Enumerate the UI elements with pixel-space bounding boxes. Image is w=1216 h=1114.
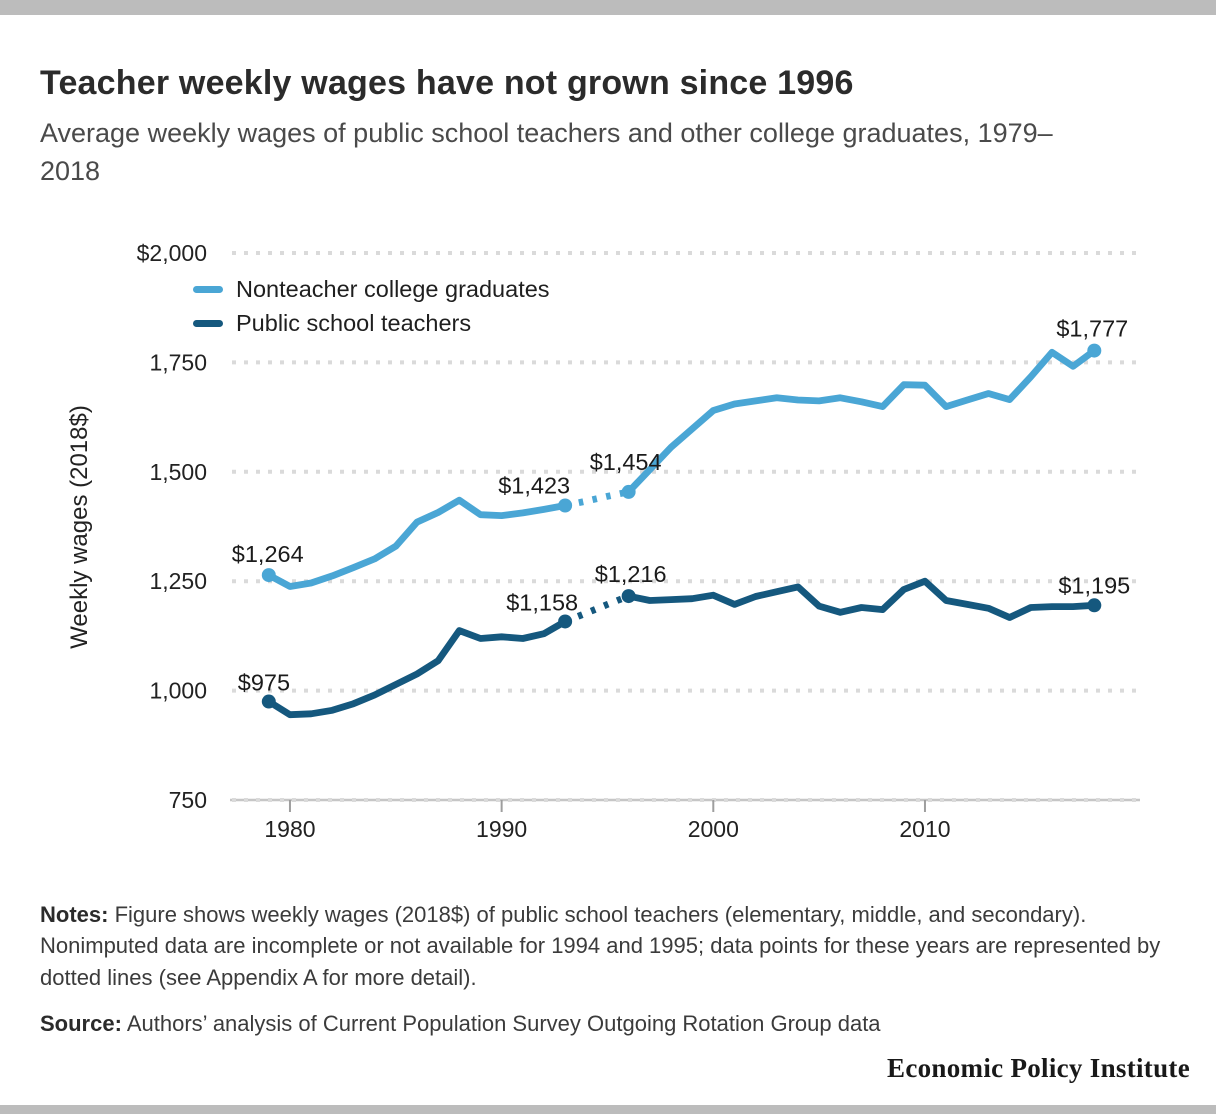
annotation-label: $1,216 xyxy=(595,561,667,587)
x-tick-label: 1980 xyxy=(264,816,315,842)
x-tick-label: 2010 xyxy=(899,816,950,842)
y-axis-title: Weekly wages (2018$) xyxy=(66,405,93,649)
chart-subtitle: Average weekly wages of public school te… xyxy=(40,118,1053,186)
notes-text: Notes: Figure shows weekly wages (2018$)… xyxy=(40,899,1190,993)
annotation-label: $1,777 xyxy=(1056,316,1128,342)
legend-label: Public school teachers xyxy=(236,310,472,336)
source-text: Source: Authors’ analysis of Current Pop… xyxy=(40,1008,1190,1039)
data-point-marker-teachers xyxy=(621,589,636,604)
annotation-label: $1,158 xyxy=(506,589,578,615)
legend-item-nonteacher: Nonteacher college graduates xyxy=(193,276,550,303)
series-line-teachers xyxy=(625,577,1098,621)
notes-label: Notes: xyxy=(40,902,109,927)
series-line-nonteacher xyxy=(625,347,1098,496)
series-line-dotted-teachers xyxy=(563,592,630,625)
data-point-marker-nonteacher xyxy=(558,498,573,513)
chart-title: Teacher weekly wages have not grown sinc… xyxy=(40,64,854,102)
x-tick-label: 1990 xyxy=(476,816,527,842)
data-point-marker-teachers xyxy=(261,694,276,709)
series-line-nonteacher xyxy=(265,496,569,590)
legend-swatch xyxy=(193,320,223,327)
bottom-gray-bar xyxy=(0,1105,1216,1114)
legend-swatch xyxy=(193,286,223,293)
data-point-marker-nonteacher xyxy=(261,568,276,583)
source-label: Source: xyxy=(40,1011,122,1036)
annotation-label: $1,423 xyxy=(498,472,570,498)
notes-body: Figure shows weekly wages (2018$) of pub… xyxy=(40,902,1161,990)
y-tick-label: 1,000 xyxy=(149,678,207,704)
source-body: Authors’ analysis of Current Population … xyxy=(121,1011,881,1036)
data-point-marker-teachers xyxy=(558,614,573,629)
data-point-marker-nonteacher xyxy=(621,484,636,499)
chart-svg: $2,000 1,750 1,500 1,250 1,000 750 1980 1990 200… xyxy=(66,240,1140,842)
annotation-label: $1,195 xyxy=(1058,572,1130,598)
data-point-marker-nonteacher xyxy=(1087,343,1102,358)
annotation-label: $1,454 xyxy=(590,449,662,475)
y-tick-label: 1,250 xyxy=(149,568,207,594)
annotation-label: $1,264 xyxy=(232,541,304,567)
y-tick-label: 1,750 xyxy=(149,349,207,375)
y-tick-label: 1,500 xyxy=(149,459,207,485)
annotation-label: $975 xyxy=(238,670,290,696)
series-line-teachers xyxy=(265,618,569,719)
legend: Nonteacher college graduates Public scho… xyxy=(193,276,550,337)
legend-item-teachers: Public school teachers xyxy=(193,310,550,337)
legend-label: Nonteacher college graduates xyxy=(236,276,550,302)
x-tick-label: 2000 xyxy=(688,816,739,842)
data-point-marker-teachers xyxy=(1087,598,1102,613)
y-tick-label: 750 xyxy=(169,787,207,813)
series-line-dotted-nonteacher xyxy=(564,488,630,509)
top-gray-bar xyxy=(0,0,1216,15)
epi-wordmark: Economic Policy Institute xyxy=(887,1053,1190,1083)
y-tick-label: $2,000 xyxy=(137,240,207,266)
